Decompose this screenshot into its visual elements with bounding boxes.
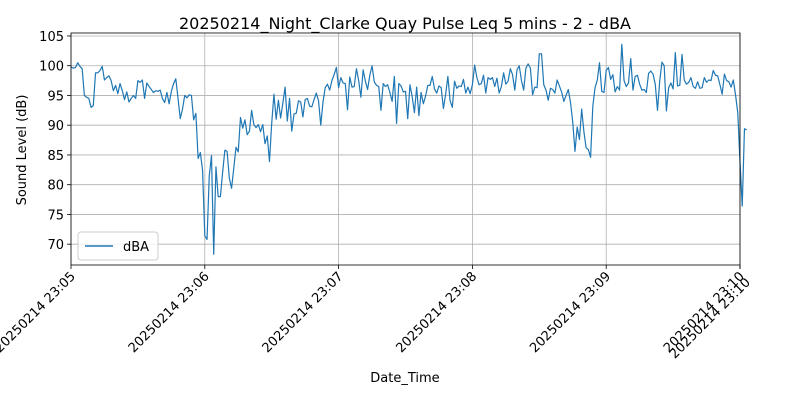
plot-area (70, 43, 747, 255)
y-tick-label: 75 (47, 208, 64, 223)
axes-frame (70, 32, 741, 266)
y-tick-label: 80 (47, 179, 64, 194)
y-tick-label: 90 (47, 119, 64, 134)
y-tick-label: 85 (47, 149, 64, 164)
y-axis: 70 75 80 85 90 95 100 105 (39, 30, 71, 253)
series-line-dBA (70, 43, 747, 255)
y-tick-label: 105 (39, 30, 64, 45)
legend: dBA (77, 231, 159, 261)
y-tick-label: 95 (47, 89, 64, 104)
legend-box (77, 231, 159, 261)
legend-label-dBA: dBA (123, 240, 149, 255)
y-tick-label: 100 (39, 60, 64, 75)
y-axis-label: Sound Level (dB) (15, 95, 30, 206)
chart-title: 20250214_Night_Clarke Quay Pulse Leq 5 m… (179, 14, 631, 34)
y-tick-label: 70 (47, 238, 64, 253)
x-axis-label: Date_Time (370, 371, 439, 386)
